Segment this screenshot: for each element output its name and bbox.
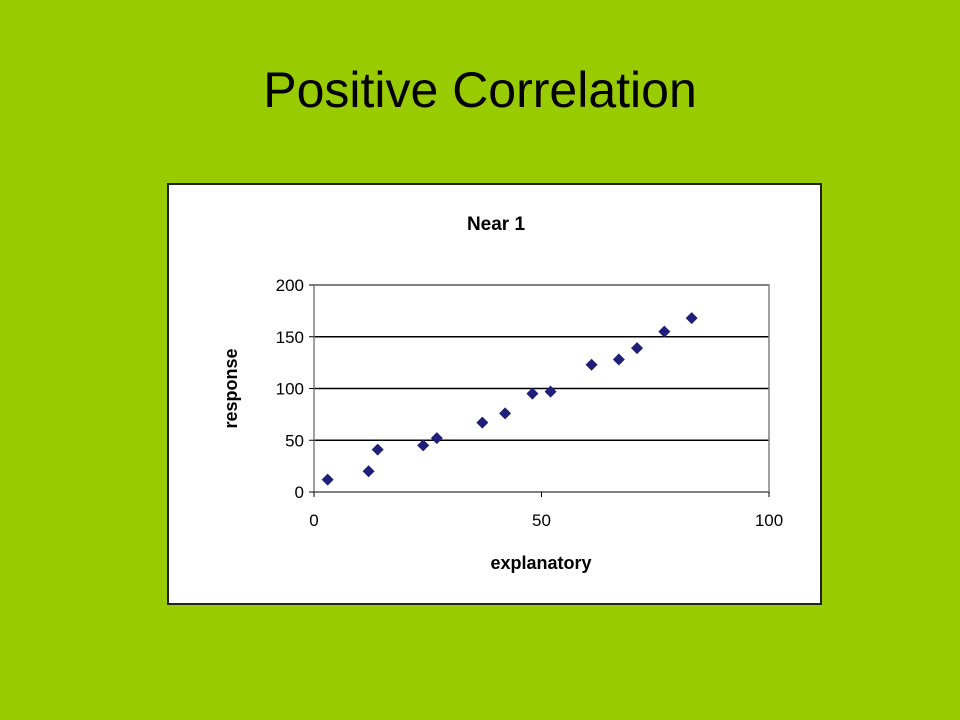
data-point-marker (685, 312, 698, 325)
data-point-marker (544, 385, 557, 398)
data-point-marker (417, 439, 430, 452)
chart-container: Near 1 0 50 100 150 200 0 50 100 explanatory r… (167, 183, 822, 605)
x-tick-label: 100 (755, 511, 783, 530)
slide-title: Positive Correlation (263, 62, 697, 118)
data-point-marker (430, 432, 443, 445)
y-tick-label: 0 (295, 483, 304, 502)
data-point-marker (612, 353, 625, 366)
x-tick-label: 0 (309, 511, 318, 530)
data-point-marker (499, 407, 512, 420)
y-tick-label: 100 (276, 380, 304, 399)
y-axis-ticks: 0 50 100 150 200 (276, 276, 314, 502)
x-axis-label: explanatory (490, 553, 591, 573)
y-axis-label: response (221, 348, 241, 428)
data-point-marker (476, 416, 489, 429)
x-axis-ticks: 0 50 100 (309, 492, 783, 530)
data-point-marker (362, 465, 375, 478)
data-points (321, 312, 698, 486)
data-point-marker (321, 473, 334, 486)
y-tick-label: 200 (276, 276, 304, 295)
data-point-marker (631, 342, 644, 355)
data-point-marker (371, 443, 384, 456)
grid-lines (314, 284, 769, 493)
y-tick-label: 50 (285, 431, 304, 450)
chart-title: Near 1 (467, 214, 526, 235)
data-point-marker (585, 358, 598, 371)
data-point-marker (526, 387, 539, 400)
scatter-chart: Near 1 0 50 100 150 200 0 50 100 explanatory r… (221, 214, 783, 573)
y-tick-label: 150 (276, 328, 304, 347)
data-point-marker (658, 325, 671, 338)
x-tick-label: 50 (532, 511, 551, 530)
